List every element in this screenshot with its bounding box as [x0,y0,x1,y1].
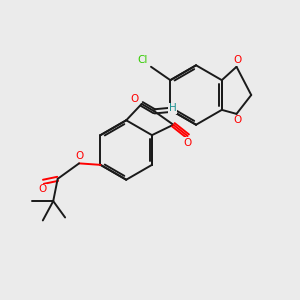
Text: O: O [233,55,241,65]
Text: O: O [130,94,138,103]
Text: O: O [233,116,241,125]
Text: O: O [39,184,47,194]
Text: Cl: Cl [137,55,148,65]
Text: O: O [184,138,192,148]
Text: H: H [169,103,177,113]
Text: O: O [75,151,83,161]
